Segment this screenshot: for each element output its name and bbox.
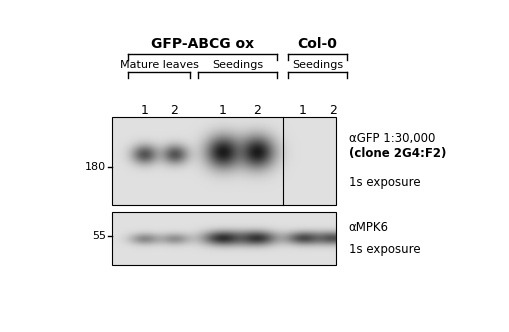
Text: 1s exposure: 1s exposure bbox=[349, 243, 420, 256]
Text: Seedings: Seedings bbox=[212, 60, 263, 70]
Text: αGFP 1:30,000: αGFP 1:30,000 bbox=[349, 132, 435, 145]
Text: GFP-ABCG ox: GFP-ABCG ox bbox=[151, 38, 254, 51]
Text: αMPK6: αMPK6 bbox=[349, 221, 389, 234]
Text: 1: 1 bbox=[218, 104, 227, 117]
Text: 180: 180 bbox=[85, 162, 106, 172]
Text: 1: 1 bbox=[299, 104, 307, 117]
Text: Seedings: Seedings bbox=[292, 60, 343, 70]
Text: 2: 2 bbox=[252, 104, 261, 117]
Text: 2: 2 bbox=[329, 104, 337, 117]
Text: (clone 2G4:F2): (clone 2G4:F2) bbox=[349, 147, 446, 160]
Bar bbox=[111, 212, 336, 265]
Text: Col-0: Col-0 bbox=[297, 38, 337, 51]
Text: Mature leaves: Mature leaves bbox=[120, 60, 199, 70]
Text: 2: 2 bbox=[171, 104, 178, 117]
Text: 1s exposure: 1s exposure bbox=[349, 176, 420, 189]
Bar bbox=[111, 117, 336, 205]
Text: 1: 1 bbox=[140, 104, 148, 117]
Text: 55: 55 bbox=[92, 231, 106, 241]
